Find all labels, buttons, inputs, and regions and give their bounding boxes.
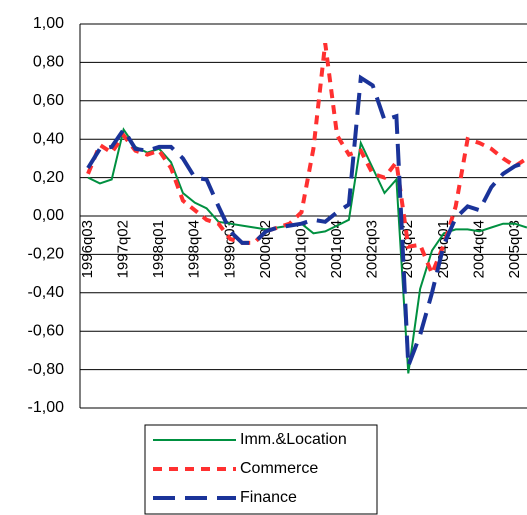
y-tick-label: 0,40	[33, 130, 64, 147]
series-line	[87, 127, 527, 374]
legend-label: Commerce	[240, 460, 318, 477]
x-tick-label: 2004q04	[470, 220, 487, 278]
y-tick-label: 0,00	[33, 207, 64, 224]
y-tick-label: -0,80	[28, 361, 65, 378]
x-tick-label: 1998q01	[150, 220, 167, 278]
x-tick-label: 1998q04	[186, 220, 203, 278]
y-tick-label: 1,00	[33, 15, 64, 32]
y-tick-label: 0,60	[33, 92, 64, 109]
series-line	[86, 74, 527, 367]
legend-label: Finance	[240, 489, 297, 506]
x-tick-label: 2001q04	[328, 220, 345, 278]
series-line	[86, 42, 527, 279]
y-tick-label: -1,00	[28, 399, 65, 416]
y-tick-label: -0,40	[28, 284, 65, 301]
x-tick-label: 2002q03	[364, 220, 381, 278]
x-tick-label: 2003q02	[399, 220, 416, 278]
x-tick-label: 1996q03	[79, 220, 96, 278]
y-tick-label: 0,20	[33, 169, 64, 186]
legend-label: Imm.&Location	[240, 431, 347, 448]
y-tick-label: 0,80	[33, 54, 64, 71]
x-tick-label: 1997q02	[115, 220, 132, 278]
x-tick-label: 2001q01	[292, 220, 309, 278]
y-tick-label: -0,20	[28, 246, 65, 263]
x-tick-label: 2005q03	[506, 220, 523, 278]
y-tick-label: -0,60	[28, 322, 65, 339]
